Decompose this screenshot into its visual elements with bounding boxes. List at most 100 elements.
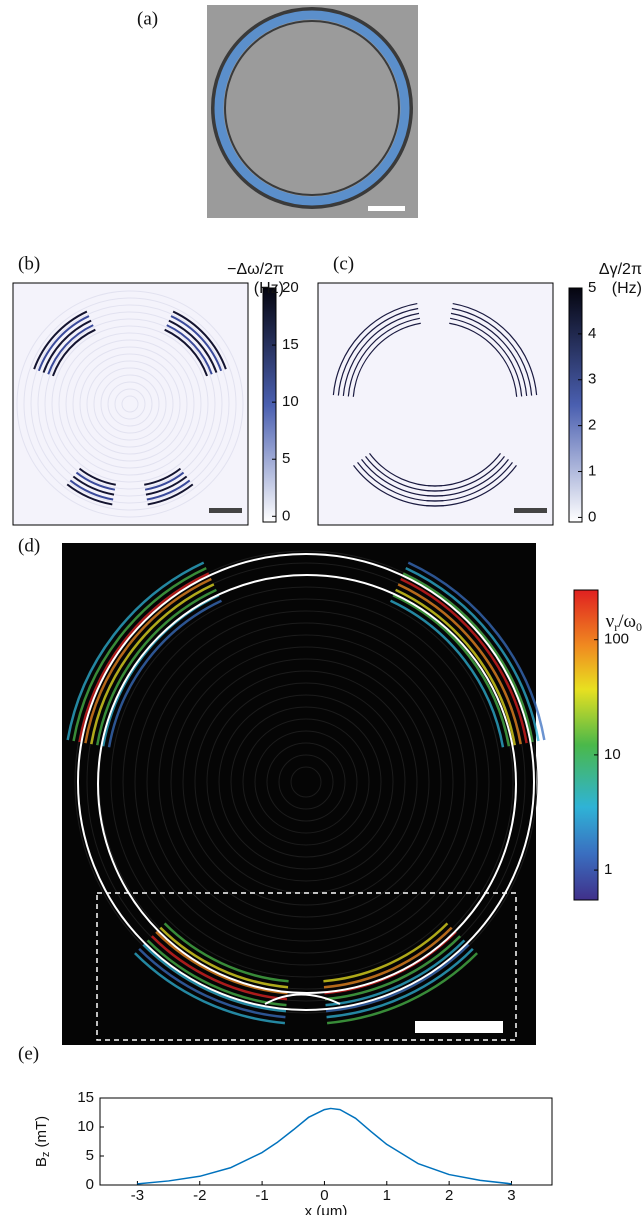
fringe xyxy=(122,598,490,966)
y-axis-label-part: z xyxy=(40,1152,52,1158)
fringe xyxy=(114,388,146,420)
fringe xyxy=(347,317,420,397)
panel-label: (b) xyxy=(18,253,40,274)
ring xyxy=(214,10,410,206)
x-tick-label: 1 xyxy=(383,1187,391,1204)
colorbar-unit: (Hz) xyxy=(254,280,284,297)
colorbar-tick-label: 10 xyxy=(604,746,621,763)
y-tick-label: 0 xyxy=(86,1176,94,1193)
fringe xyxy=(427,455,505,492)
colorbar-tick-label: 3 xyxy=(588,371,596,388)
fringe xyxy=(230,706,382,858)
y-axis-label-part: B xyxy=(33,1157,50,1167)
fringe xyxy=(79,353,181,455)
fringe xyxy=(168,319,218,373)
fringe xyxy=(72,566,207,742)
fringe xyxy=(450,312,528,397)
x-tick-label: 0 xyxy=(320,1187,328,1204)
fringe xyxy=(84,577,212,744)
micrograph xyxy=(207,5,418,218)
fringe xyxy=(146,479,191,501)
y-tick-label: 10 xyxy=(77,1118,94,1135)
fringe xyxy=(74,550,538,1014)
fringe xyxy=(93,367,167,441)
fringe xyxy=(72,475,115,496)
fringe xyxy=(450,317,523,397)
fringe xyxy=(427,452,501,487)
fringe xyxy=(44,318,216,490)
x-tick-label: -3 xyxy=(131,1187,144,1204)
panel-label: (e) xyxy=(18,1043,39,1064)
fringe xyxy=(155,931,288,995)
fringe xyxy=(144,467,182,486)
colorbar-title: νr/ω0 xyxy=(606,611,642,633)
fringe xyxy=(145,475,188,496)
scale-bar xyxy=(209,508,242,513)
fringe xyxy=(400,577,528,744)
colorbar-tick-label: 5 xyxy=(588,279,596,296)
fringe xyxy=(266,742,346,822)
y-tick-label: 5 xyxy=(86,1147,94,1164)
fringe xyxy=(332,302,418,396)
fringe xyxy=(42,319,92,373)
fringe xyxy=(254,730,358,834)
fringe xyxy=(90,583,215,745)
fringe xyxy=(37,315,90,372)
fringe xyxy=(290,766,322,798)
fringe xyxy=(166,324,213,375)
fringe xyxy=(147,483,194,506)
fringe xyxy=(134,610,478,954)
fringe xyxy=(138,947,286,1019)
colorbar-title-part: ν xyxy=(606,611,615,632)
fringe xyxy=(52,328,96,377)
fringe xyxy=(326,952,479,1025)
colorbar xyxy=(573,589,599,901)
fringe xyxy=(66,483,113,506)
fringe xyxy=(395,588,517,746)
fringe xyxy=(107,599,223,748)
colorbar-title: −Δω/2π xyxy=(227,261,284,278)
colorbar-tick-label: 5 xyxy=(282,450,290,467)
x-axis-label: x (μm) xyxy=(305,1203,348,1215)
map-frame xyxy=(62,543,536,1045)
fringe xyxy=(449,322,518,397)
scale-bar xyxy=(415,1021,503,1033)
fringe xyxy=(107,381,153,427)
fringe xyxy=(110,586,502,978)
x-tick-label: -1 xyxy=(255,1187,268,1204)
fringe xyxy=(170,315,223,372)
fringe xyxy=(69,479,114,501)
x-tick-label: 2 xyxy=(445,1187,453,1204)
colorbar-tick-label: 20 xyxy=(282,279,299,296)
fringe xyxy=(323,926,453,989)
fringe xyxy=(164,328,208,377)
fringe xyxy=(100,374,160,434)
fringe xyxy=(142,943,287,1013)
x-tick-label: -2 xyxy=(193,1187,206,1204)
fringe xyxy=(326,947,474,1019)
fringe xyxy=(133,952,286,1025)
fringe xyxy=(30,304,230,504)
fringe xyxy=(33,310,88,370)
fringe xyxy=(144,471,185,491)
colorbar-tick-label: 0 xyxy=(282,507,290,524)
colorbar-title-part: /ω xyxy=(618,611,636,632)
fringe xyxy=(352,322,421,397)
fringe xyxy=(337,307,419,396)
fringe xyxy=(426,459,509,497)
colorbar-title: Δγ/2π xyxy=(599,261,642,278)
plot-frame xyxy=(99,1097,553,1186)
outline xyxy=(97,574,517,994)
fringe xyxy=(206,682,406,882)
fringe xyxy=(75,471,116,491)
colorbar-tick-label: 100 xyxy=(604,631,629,648)
fringe xyxy=(16,290,244,518)
fringe xyxy=(150,935,288,1001)
colorbar-tick-label: 0 xyxy=(588,508,596,525)
colorbar xyxy=(262,287,277,523)
panel-label: (a) xyxy=(137,8,158,29)
outline xyxy=(264,993,341,1005)
fringe xyxy=(182,658,430,906)
colorbar-unit: (Hz) xyxy=(612,280,642,297)
fringe xyxy=(426,465,517,507)
